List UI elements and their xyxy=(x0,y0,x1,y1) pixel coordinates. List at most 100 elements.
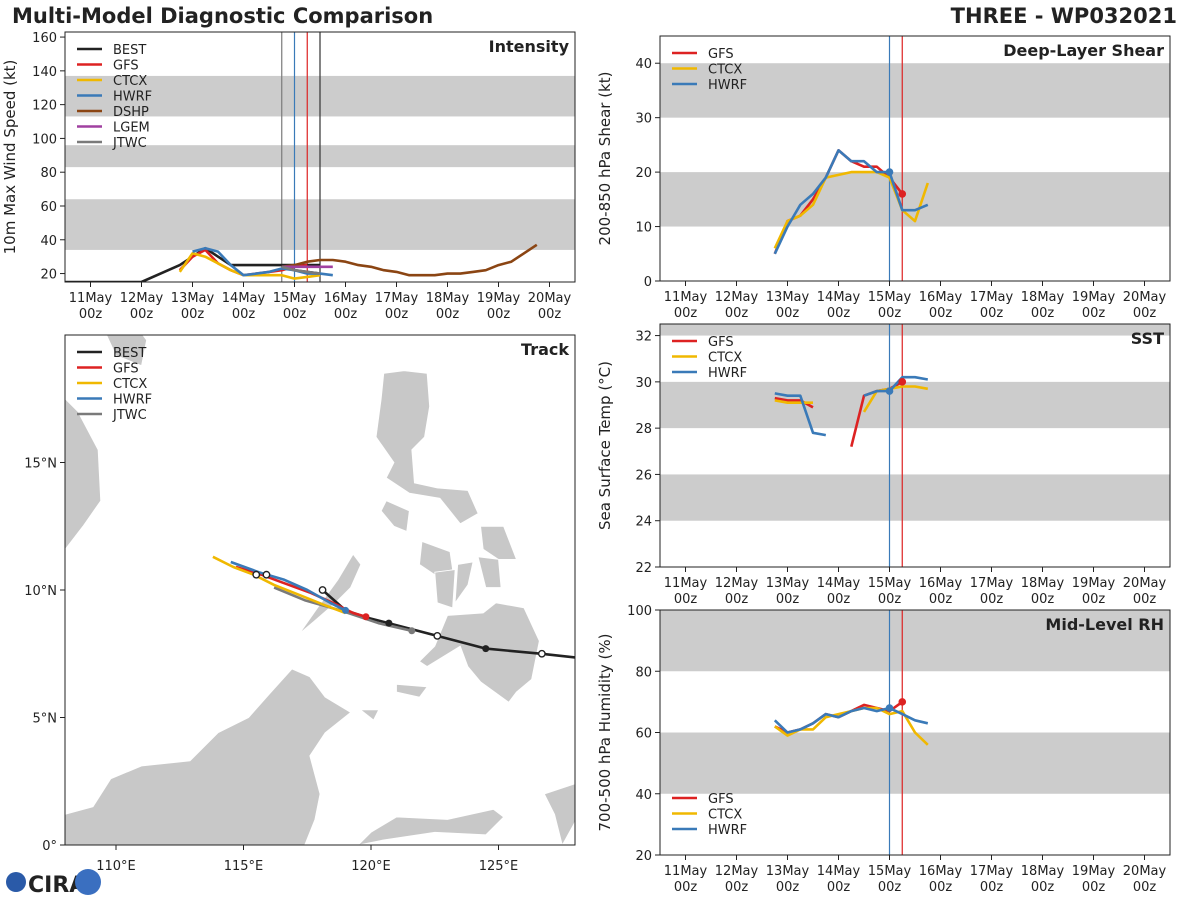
xtick-label-intensity-3: 14May 00z xyxy=(222,291,266,322)
xtick-label-shear-4: 15May 00z xyxy=(868,290,912,321)
track-open-point-0 xyxy=(537,649,546,658)
legend-label-track-hwrf: HWRF xyxy=(113,393,152,408)
track-open-point-4 xyxy=(252,570,261,579)
band-sst-2 xyxy=(660,324,1170,336)
track-filled-point-4 xyxy=(342,606,349,614)
ytick-label-sst-1: 24 xyxy=(635,515,652,530)
ytick-label-track-3: 15°N xyxy=(24,457,57,472)
series-rh-hwrf-2 xyxy=(773,706,929,734)
ytick-label-intensity-1: 40 xyxy=(40,234,57,249)
land-mass-3 xyxy=(357,808,505,845)
land-mass-11 xyxy=(434,569,456,609)
legend-label-rh-hwrf: HWRF xyxy=(708,823,747,838)
track-open-point-1 xyxy=(433,632,442,640)
series-sst-hwrf-4 xyxy=(774,392,827,437)
xtick-label-intensity-6: 17May 00z xyxy=(375,291,419,322)
land-mass-2 xyxy=(65,668,352,845)
xtick-label-intensity-9: 20May 00z xyxy=(528,291,572,322)
ytick-label-sst-3: 28 xyxy=(635,422,652,437)
track-filled-point-0 xyxy=(482,645,490,653)
legend-label-intensity-hwrf: HWRF xyxy=(113,90,152,105)
ytick-label-intensity-0: 20 xyxy=(40,268,57,283)
ylabel-rh: 700-500 hPa Humidity (%) xyxy=(596,633,614,831)
marker-sst-1 xyxy=(885,387,894,395)
xtick-label-shear-2: 13May 00z xyxy=(766,290,810,321)
marker-shear-1 xyxy=(885,168,894,176)
xtick-label-sst-7: 18May 00z xyxy=(1021,576,1065,607)
band-rh-1 xyxy=(660,610,1170,672)
xtick-label-rh-8: 19May 00z xyxy=(1072,864,1116,895)
xtick-label-intensity-7: 18May 00z xyxy=(426,291,470,322)
ytick-label-sst-0: 22 xyxy=(635,561,652,576)
track-filled-point-1 xyxy=(385,619,393,627)
land-mass-12 xyxy=(454,561,474,605)
logo-globe-icon xyxy=(6,872,26,892)
legend-label-intensity-gfs: GFS xyxy=(113,59,139,74)
xtick-label-intensity-8: 19May 00z xyxy=(477,291,521,322)
legend-label-track-best: BEST xyxy=(113,346,146,361)
xtick-label-rh-1: 12May 00z xyxy=(715,864,759,895)
legend-label-shear-gfs: GFS xyxy=(708,47,734,62)
series-shear-ctcx-1 xyxy=(773,170,930,249)
xtick-label-shear-0: 11May 00z xyxy=(664,290,708,321)
land-mass-1 xyxy=(106,335,148,367)
legend-label-intensity-best: BEST xyxy=(113,43,146,58)
legend-label-intensity-dshp: DSHP xyxy=(113,105,149,120)
logo-badge-icon xyxy=(75,869,101,895)
series-intensity-jtwc-7 xyxy=(281,265,321,275)
xtick-label-rh-2: 13May 00z xyxy=(766,864,810,895)
ylabel-sst: Sea Surface Temp (°C) xyxy=(596,361,614,530)
xtick-label-rh-0: 11May 00z xyxy=(664,864,708,895)
xtick-label-rh-3: 14May 00z xyxy=(817,864,861,895)
xtick-label-sst-9: 20May 00z xyxy=(1123,576,1167,607)
marker-rh-1 xyxy=(885,704,894,712)
ytick-label-intensity-4: 100 xyxy=(32,132,57,147)
legend-label-rh-gfs: GFS xyxy=(708,792,734,807)
storm-title: THREE - WP032021 xyxy=(950,4,1177,28)
ytick-label-rh-0: 20 xyxy=(635,849,652,864)
track-filled-point-3 xyxy=(408,627,416,635)
ytick-label-rh-2: 60 xyxy=(635,727,652,742)
xtick-label-intensity-4: 15May 00z xyxy=(273,291,317,322)
series-sst-hwrf-5 xyxy=(863,375,929,397)
xtick-label-rh-9: 20May 00z xyxy=(1123,864,1167,895)
land-mass-15 xyxy=(359,709,380,721)
legend-label-track-gfs: GFS xyxy=(113,362,139,377)
panel-title-shear: Deep-Layer Shear xyxy=(1003,41,1164,60)
plot-area-rh xyxy=(660,610,1170,855)
series-track-hwrf-4 xyxy=(230,560,347,612)
land-mass-5 xyxy=(299,553,362,634)
ylabel-intensity: 10m Max Wind Speed (kt) xyxy=(1,60,19,255)
ytick-label-shear-3: 30 xyxy=(635,112,652,127)
legend-label-track-jtwc: JTWC xyxy=(112,408,147,423)
legend-label-sst-hwrf: HWRF xyxy=(708,366,747,381)
land-mass-4 xyxy=(543,783,575,845)
ytick-label-rh-3: 80 xyxy=(635,665,652,680)
land-mass-0 xyxy=(65,398,102,551)
xtick-label-track-2: 120°E xyxy=(351,859,391,874)
land-mass-6 xyxy=(375,370,479,525)
ytick-label-intensity-3: 80 xyxy=(40,166,57,181)
marker-sst-0 xyxy=(898,378,907,386)
xtick-label-rh-6: 17May 00z xyxy=(970,864,1014,895)
land-mass-10 xyxy=(419,540,454,576)
ytick-label-shear-4: 40 xyxy=(635,57,652,72)
plot-area-sst xyxy=(660,324,1170,567)
xtick-label-track-3: 125°E xyxy=(479,859,519,874)
xtick-label-sst-5: 16May 00z xyxy=(919,576,963,607)
xtick-label-shear-8: 19May 00z xyxy=(1072,290,1116,321)
xtick-label-sst-1: 12May 00z xyxy=(715,576,759,607)
series-sst-ctcx-3 xyxy=(862,385,929,413)
panel-track: 0° 5°N 10°N 15°N 110°E 115°E 120°E 125°E Track BE… xyxy=(24,334,576,874)
track-open-point-3 xyxy=(262,570,271,579)
ytick-label-intensity-7: 160 xyxy=(32,31,57,46)
page-title: Multi-Model Diagnostic Comparison xyxy=(12,4,434,28)
xtick-label-shear-9: 20May 00z xyxy=(1123,290,1167,321)
xtick-label-sst-6: 17May 00z xyxy=(970,576,1014,607)
land-mass-9 xyxy=(477,556,502,588)
ylabel-shear: 200-850 hPa Shear (kt) xyxy=(596,72,614,246)
frame-intensity xyxy=(64,31,576,283)
xtick-label-sst-3: 14May 00z xyxy=(817,576,861,607)
